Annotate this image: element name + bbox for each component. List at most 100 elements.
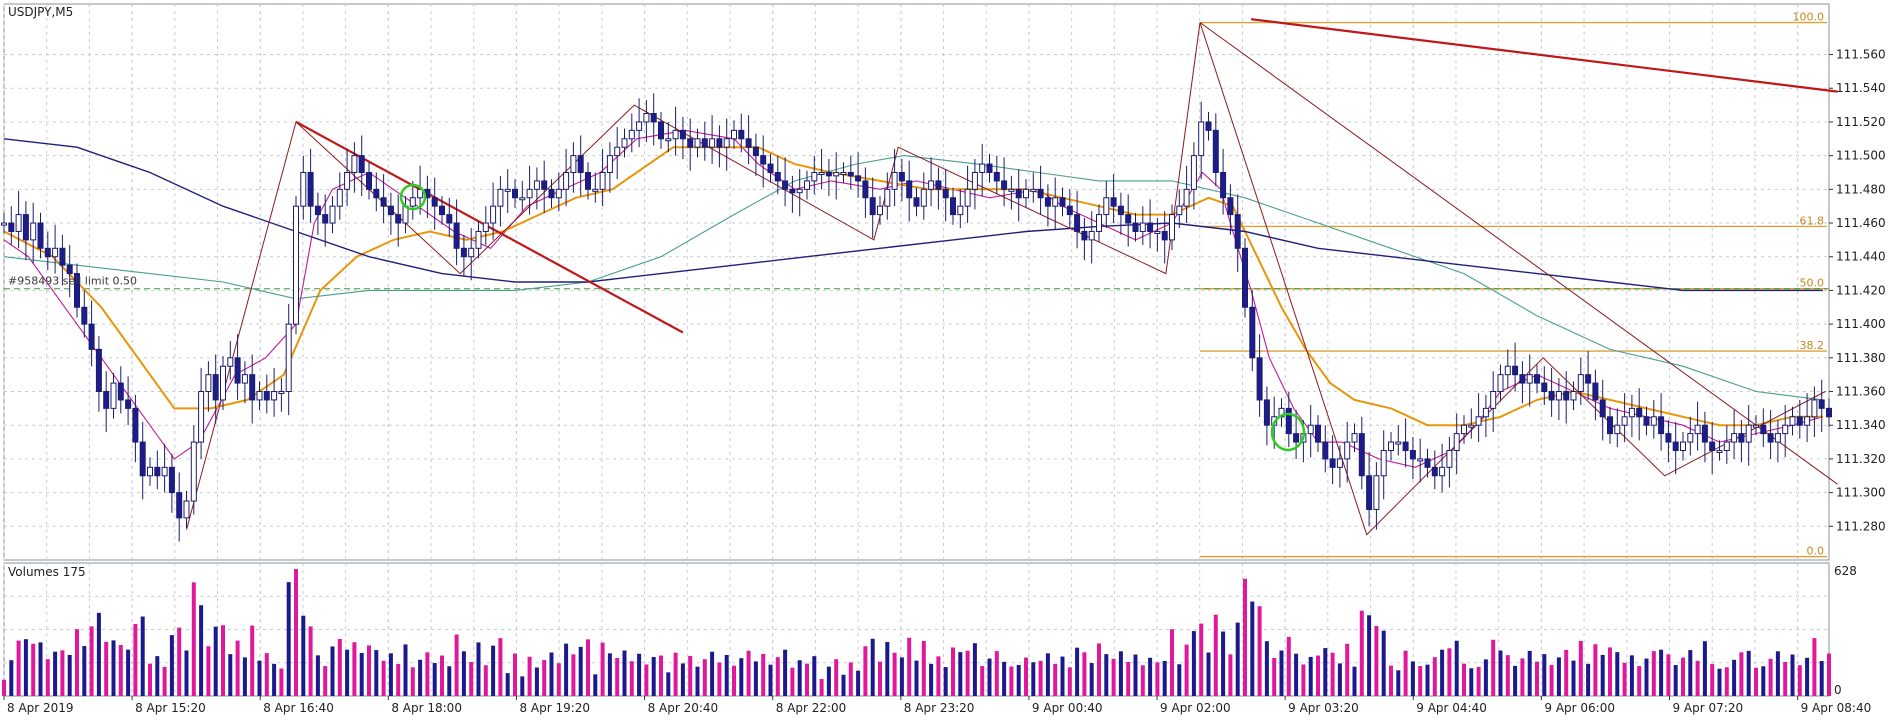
candle-body [1636,407,1643,418]
volume-bar [1264,641,1269,696]
fib-level-label: 50.0 [1800,277,1825,290]
volume-bar [286,582,291,696]
volume-bar [783,649,788,696]
candle-body [147,466,153,477]
candle-body [1731,433,1738,443]
volume-panel: Volumes 175 628 0 [2,562,1857,697]
candle-body [1548,391,1555,401]
volume-bar [403,644,408,696]
candle-body [329,205,336,224]
volume-bar [388,653,393,696]
candle-body [1023,188,1029,199]
volume-bar [1323,648,1328,696]
volume-bar [352,642,357,696]
candle-body [1315,424,1321,443]
candle-body [1665,433,1672,443]
volume-bar [600,642,605,696]
candle-body [59,247,66,266]
candle-body [125,399,132,409]
candle-body [1030,188,1037,192]
candle-body [307,171,314,207]
volume-bar [702,659,707,696]
volume-bar [1688,650,1693,696]
volume-bar [542,660,547,696]
volume-bar [1060,656,1065,696]
candle-body [176,492,183,519]
candle-body [468,247,475,258]
candle-body [1234,214,1241,249]
candle-body [855,175,862,182]
candle-body [804,180,810,190]
candle-body [1366,475,1373,510]
candle-body [1096,214,1102,232]
volume-bar [1053,664,1058,696]
candle-body [139,441,146,477]
candle-body [1526,374,1533,384]
volume-bar [651,656,656,696]
volume-bar [680,663,685,696]
candle-body [1439,466,1446,477]
volume-bar [1170,629,1174,696]
volume-bar [89,626,94,696]
candle-body [52,247,59,258]
candle-body [818,171,825,175]
candle-body [541,180,548,190]
candle-body [1169,214,1175,241]
volume-bar [958,652,963,696]
candle-body [1497,374,1504,393]
candle-body [935,180,942,190]
volume-bar [1206,652,1211,696]
volume-bar [951,647,955,696]
volume-bar [1352,666,1357,696]
volume-bar [184,650,189,696]
volume-bar [1673,665,1678,696]
volume-bar [315,655,320,696]
volume-bar [1476,666,1481,696]
volume-bar [819,679,824,696]
candle-body [1614,424,1621,435]
volume-bar [878,661,882,696]
volume-bar [921,640,926,696]
volume-bar [213,626,218,696]
candle-body [95,348,102,393]
candle-body [1694,424,1701,435]
candle-body [1263,399,1270,426]
candle-body [1110,197,1117,207]
volume-bar [870,638,875,696]
volume-bar [899,657,904,696]
candle-body [1555,391,1562,401]
candle-body [767,163,774,173]
candle-body [1249,306,1256,359]
time-tick-label: 8 Apr 22:00 [776,701,847,715]
volume-bar [67,654,72,696]
volume-bar [607,653,612,696]
candle-body [44,247,51,258]
candles [1,93,1832,542]
time-tick-label: 8 Apr 19:20 [519,701,590,715]
volume-bar [1666,654,1671,696]
candle-body [1380,449,1387,477]
volume-bar [732,665,736,696]
candle-body [446,214,453,224]
volume-bar [790,667,795,696]
candle-body [1402,441,1409,451]
volume-bar [1447,648,1452,696]
candle-body [1490,391,1497,409]
volume-bar [1549,664,1554,696]
volume-bar [1659,649,1664,696]
candle-body [701,138,708,148]
time-tick-label: 8 Apr 20:40 [648,701,719,715]
candle-body [964,188,971,207]
volume-bar [162,666,167,696]
candle-body [1052,197,1059,207]
volume-bar [1469,668,1474,696]
volume-bar [483,665,488,696]
volume-bar [1235,622,1240,696]
candle-body [30,222,37,241]
volume-bar [498,638,503,696]
candle-body [168,466,175,494]
volume-bar [1564,649,1569,696]
candle-body [1607,416,1613,435]
candle-body [1176,205,1183,216]
candle-body [1395,441,1402,445]
